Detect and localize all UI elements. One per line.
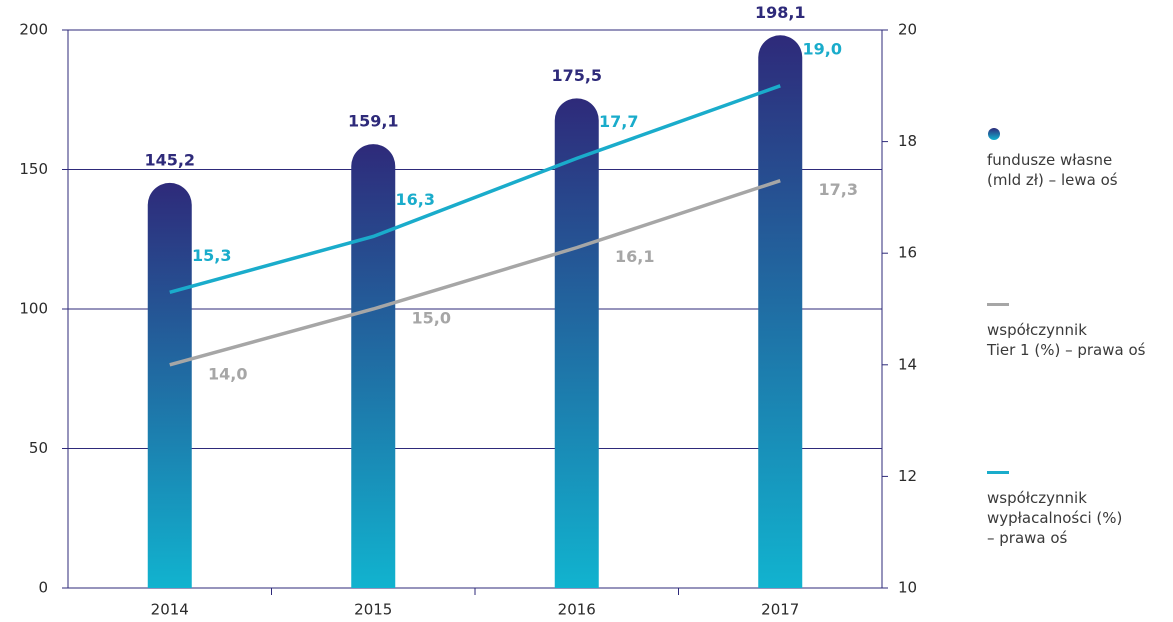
legend-label: fundusze własne (mld zł) – lewa oś [987,151,1118,189]
data-label: 175,5 [551,66,602,85]
data-label: 19,0 [803,39,842,58]
y2-tick-label: 14 [898,355,917,373]
y-tick-label: 50 [29,439,48,457]
y2-tick-label: 12 [898,467,917,485]
legend-item: współczynnik Tier 1 (%) – prawa oś [987,298,1145,360]
data-label: 16,3 [396,190,435,209]
legend-label: współczynnik wypłacalności (%) – prawa o… [987,489,1123,547]
legend-swatch [987,303,1009,306]
bar [758,35,803,588]
x-tick-label: 2017 [761,601,799,619]
legend-swatch [988,128,1000,140]
data-label: 14,0 [208,364,247,383]
legend-item: współczynnik wypłacalności (%) – prawa o… [987,466,1122,548]
legend-label: współczynnik Tier 1 (%) – prawa oś [987,321,1146,359]
y-tick-label: 0 [38,579,48,597]
data-label: 198,1 [755,3,806,22]
data-label: 17,7 [599,112,638,131]
y-tick-label: 200 [19,21,48,39]
bar [147,182,192,589]
y2-tick-label: 20 [898,21,917,39]
x-tick-label: 2015 [354,601,392,619]
bar [351,144,396,588]
y-tick-label: 100 [19,300,48,318]
data-label: 145,2 [144,150,195,169]
data-label: 159,1 [348,112,399,131]
legend-swatch [987,471,1009,474]
data-label: 15,0 [412,309,451,328]
data-label: 17,3 [819,180,858,199]
x-tick-label: 2016 [558,601,596,619]
y2-tick-label: 10 [898,579,917,597]
data-label: 16,1 [615,247,654,266]
y-tick-label: 150 [19,160,48,178]
bar [554,98,599,588]
x-tick-label: 2014 [151,601,189,619]
y2-tick-label: 16 [898,244,917,262]
line [169,178,781,367]
line [169,84,781,294]
legend-item: fundusze własne (mld zł) – lewa oś [987,128,1118,190]
y2-tick-label: 18 [898,132,917,150]
data-label: 15,3 [192,246,231,265]
